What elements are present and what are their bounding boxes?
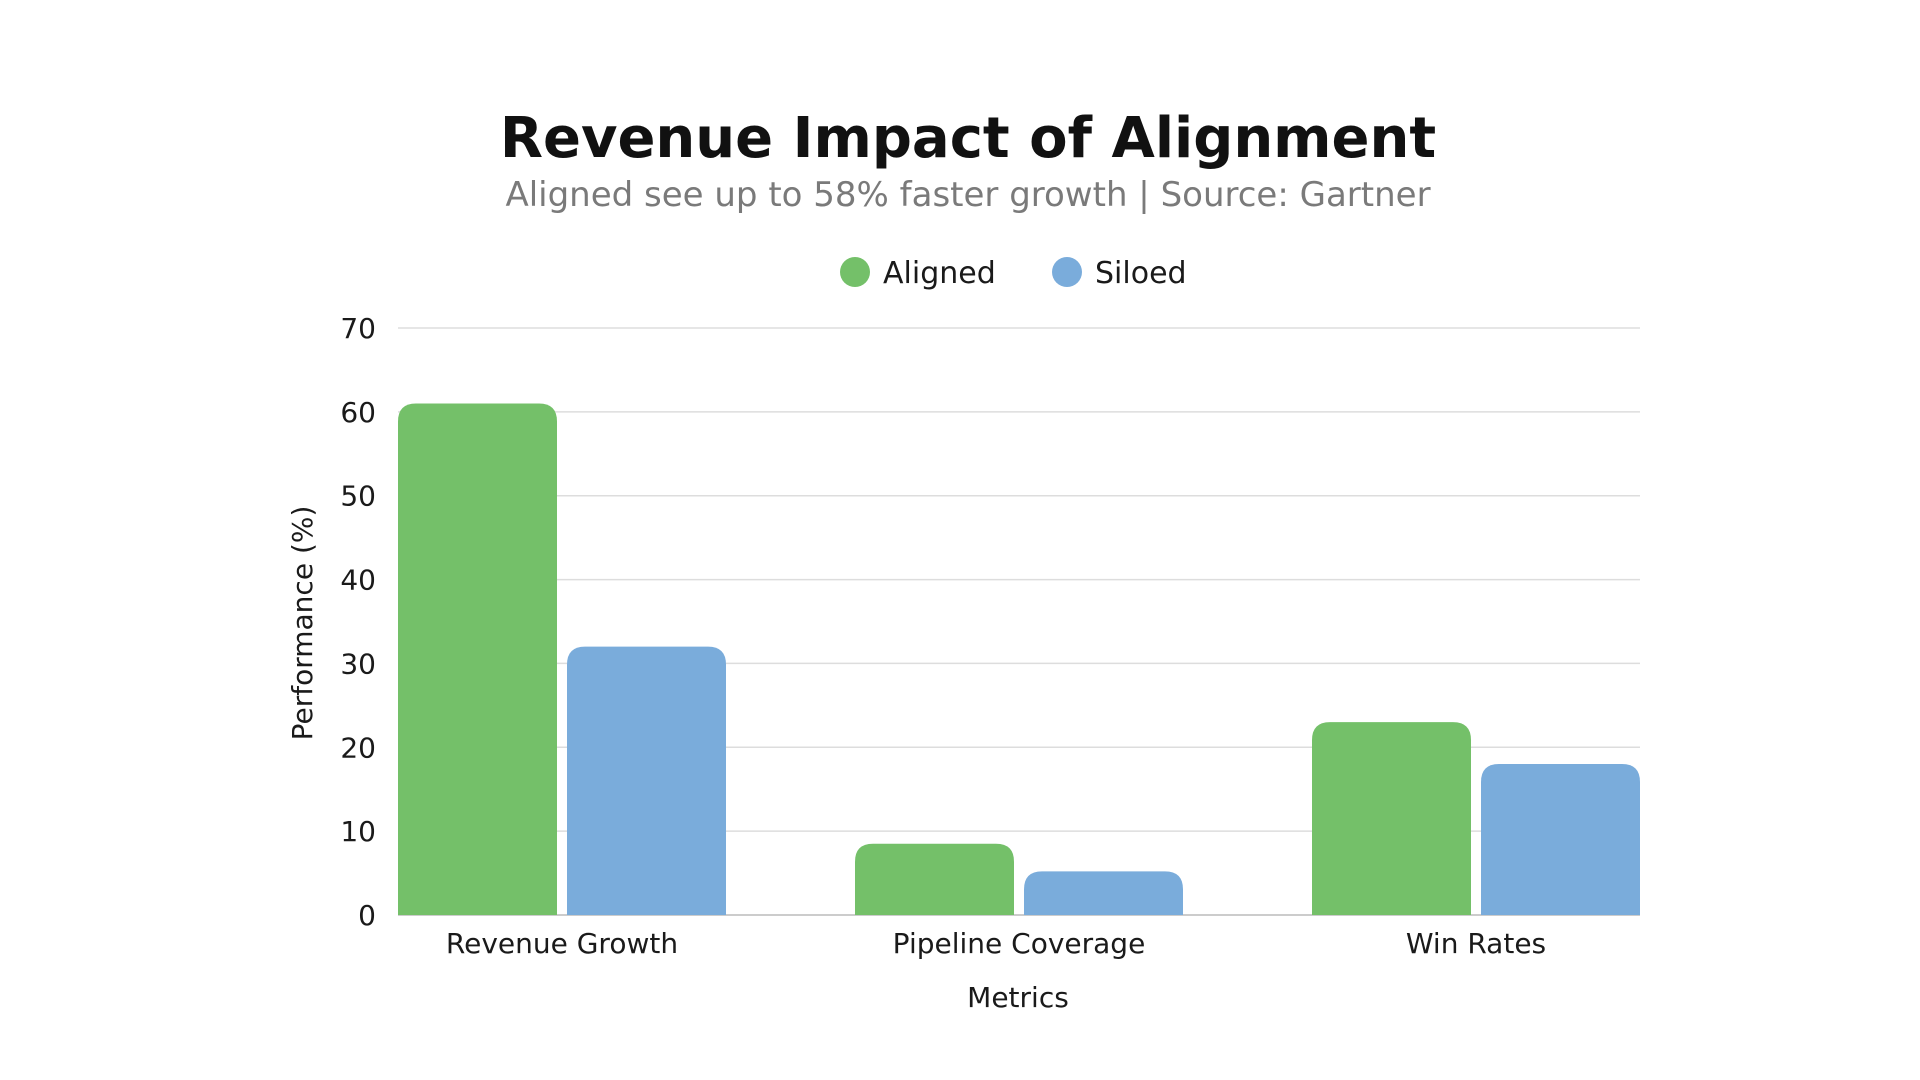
legend: Aligned Siloed xyxy=(840,256,1187,291)
bars xyxy=(398,403,1640,915)
x-tick-label: Pipeline Coverage xyxy=(893,927,1146,960)
y-tick-label: 50 xyxy=(340,480,376,513)
bar-siloed-pipeline-coverage xyxy=(1024,871,1183,915)
y-axis-ticks: 0 10 20 30 40 50 60 70 xyxy=(340,312,376,932)
chart-subtitle: Aligned see up to 58% faster growth | So… xyxy=(505,175,1430,215)
y-tick-label: 70 xyxy=(340,312,376,345)
y-tick-label: 40 xyxy=(340,564,376,597)
y-tick-label: 0 xyxy=(358,899,376,932)
legend-label-aligned: Aligned xyxy=(883,256,996,291)
y-tick-label: 20 xyxy=(340,731,376,764)
y-axis-title: Performance (%) xyxy=(286,506,319,741)
bar-aligned-revenue-growth xyxy=(398,403,557,915)
bar-aligned-pipeline-coverage xyxy=(855,843,1014,915)
x-axis-ticks: Revenue Growth Pipeline Coverage Win Rates xyxy=(446,927,1546,960)
x-tick-label: Win Rates xyxy=(1406,927,1546,960)
bar-siloed-win-rates xyxy=(1481,764,1640,915)
y-tick-label: 10 xyxy=(340,815,376,848)
x-tick-label: Revenue Growth xyxy=(446,927,678,960)
bar-aligned-win-rates xyxy=(1312,722,1471,915)
y-tick-label: 30 xyxy=(340,647,376,680)
legend-label-siloed: Siloed xyxy=(1095,256,1187,291)
bar-siloed-revenue-growth xyxy=(567,646,726,915)
x-axis-title: Metrics xyxy=(967,981,1069,1014)
legend-marker-siloed xyxy=(1052,257,1082,287)
chart-title: Revenue Impact of Alignment xyxy=(500,106,1436,171)
y-tick-label: 60 xyxy=(340,396,376,429)
legend-marker-aligned xyxy=(840,257,870,287)
